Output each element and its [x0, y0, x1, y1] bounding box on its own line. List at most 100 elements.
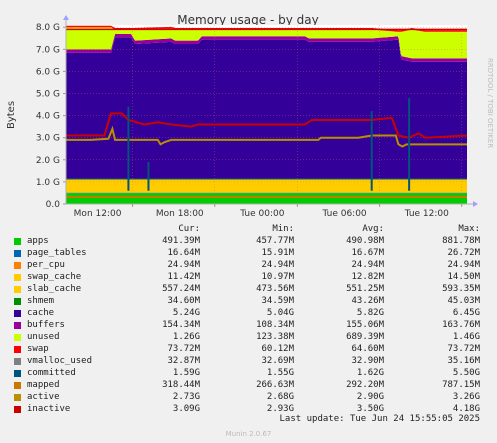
- area-buffers: [66, 34, 467, 62]
- legend-cur: 154.34M: [162, 320, 200, 330]
- legend-min: 2.68G: [266, 392, 294, 402]
- legend-label: mapped: [27, 380, 60, 390]
- legend-max: 593.35M: [442, 284, 480, 294]
- legend-min: 108.34M: [256, 320, 294, 330]
- legend-row-buffers: buffers 154.34M 108.34M 155.06M 163.76M: [12, 319, 492, 331]
- legend-swatch: [14, 346, 21, 353]
- area-apps: [66, 193, 467, 204]
- legend-swatch: [14, 298, 21, 305]
- last-update: Last update: Tue Jun 24 15:55:05 2025: [279, 414, 480, 424]
- legend-avg: 32.90M: [351, 356, 384, 366]
- rrdtool-credit: RRDTOOL / TOBI OETIKER: [486, 58, 494, 148]
- legend-row-committed: committed 1.59G 1.55G 1.62G 5.50G: [12, 367, 492, 379]
- memory-chart: Memory usage - by day RRDTOOL / TOBI OET…: [0, 0, 497, 218]
- y-tick-label: 6.0 G: [36, 67, 60, 77]
- legend-avg: 64.60M: [351, 344, 384, 354]
- legend-label: apps: [27, 236, 49, 246]
- legend-avg: 3.50G: [356, 404, 384, 414]
- legend-label: swap: [27, 344, 49, 354]
- legend-avg: 490.98M: [346, 236, 384, 246]
- legend-label: cache: [27, 308, 55, 318]
- legend-row-unused: unused 1.26G 123.38M 689.39M 1.46G: [12, 331, 492, 343]
- line-series: [66, 28, 468, 198]
- stacked-areas: [66, 25, 467, 204]
- legend-swatch: [14, 262, 21, 269]
- legend-cur: 24.94M: [167, 260, 200, 270]
- legend-avg: 16.67M: [351, 248, 384, 258]
- legend-min: 24.94M: [261, 260, 294, 270]
- legend-swatch: [14, 334, 21, 341]
- legend-max: 787.15M: [442, 380, 480, 390]
- x-tick-label: Mon 12:00: [74, 209, 122, 218]
- y-axis: 0.0 1.0 G 2.0 G 3.0 G 4.0 G 5.0 G 6.0 G 7.0 G 8.…: [36, 15, 69, 210]
- legend-min: 266.63M: [256, 380, 294, 390]
- area-shmem: [66, 178, 467, 180]
- legend-swatch: [14, 382, 21, 389]
- legend-avg: 155.06M: [346, 320, 384, 330]
- legend-row-shmem: shmem 34.60M 34.59M 43.26M 45.03M: [12, 295, 492, 307]
- gridlines: [66, 25, 467, 204]
- legend-label: vmalloc_used: [27, 356, 93, 366]
- y-tick-label: 0.0: [46, 200, 61, 210]
- legend-label: page_tables: [27, 248, 87, 258]
- x-axis: Mon 12:00 Mon 18:00 Tue 00:00 Tue 06:00 Tue …: [66, 201, 478, 218]
- x-axis-arrow: [473, 201, 478, 207]
- area-slab-cache: [66, 179, 467, 193]
- legend-max: 6.45G: [452, 308, 480, 318]
- legend-row-apps: apps 491.39M 457.77M 490.98M 881.78M: [12, 235, 492, 247]
- legend-cur: 5.24G: [172, 308, 200, 318]
- legend-max: 45.03M: [447, 296, 480, 306]
- legend-min: 457.77M: [256, 236, 294, 246]
- legend-min: 123.38M: [256, 332, 294, 342]
- legend-avg: 1.62G: [356, 368, 384, 378]
- legend-min: 32.69M: [261, 356, 294, 366]
- legend-cur: 3.09G: [172, 404, 200, 414]
- legend-label: per_cpu: [27, 260, 65, 270]
- legend-swatch: [14, 406, 21, 413]
- y-tick-label: 2.0 G: [36, 156, 60, 166]
- header-cur: Cur:: [178, 224, 200, 234]
- legend-label: swap_cache: [27, 272, 82, 282]
- legend-label: committed: [27, 368, 76, 378]
- legend-row-slab-cache: slab_cache 557.24M 473.56M 551.25M 593.35M: [12, 283, 492, 295]
- legend-label: active: [27, 392, 60, 402]
- legend-label: shmem: [27, 296, 55, 306]
- legend-min: 10.97M: [261, 272, 294, 282]
- munin-version: Munin 2.0.67: [225, 430, 272, 438]
- legend-avg: 24.94M: [351, 260, 384, 270]
- legend-cur: 11.42M: [167, 272, 200, 282]
- y-tick-label: 7.0 G: [36, 45, 60, 55]
- legend-swatch: [14, 250, 21, 257]
- legend-label: inactive: [27, 404, 71, 414]
- legend-max: 1.46G: [452, 332, 480, 342]
- legend-max: 4.18G: [452, 404, 480, 414]
- legend-swatch: [14, 322, 21, 329]
- y-tick-label: 4.0 G: [36, 112, 60, 122]
- legend-max: 5.50G: [452, 368, 480, 378]
- y-tick-label: 5.0 G: [36, 90, 60, 100]
- legend-avg: 292.20M: [346, 380, 384, 390]
- y-tick-label: 8.0 G: [36, 23, 60, 33]
- legend-swatch: [14, 394, 21, 401]
- y-tick-label: 3.0 G: [36, 134, 60, 144]
- legend-swatch: [14, 358, 21, 365]
- line-active: [66, 125, 467, 148]
- legend-min: 473.56M: [256, 284, 294, 294]
- legend-avg: 689.39M: [346, 332, 384, 342]
- legend-max: 881.78M: [442, 236, 480, 246]
- legend-cur: 1.26G: [172, 332, 200, 342]
- area-per-cpu: [66, 192, 467, 193]
- header-avg: Avg:: [362, 224, 384, 234]
- legend-min: 1.55G: [266, 368, 294, 378]
- legend-swatch: [14, 286, 21, 293]
- y-tick-label: 1.0 G: [36, 178, 60, 188]
- legend-avg: 5.82G: [356, 308, 384, 318]
- chart-title: Memory usage - by day: [177, 13, 318, 27]
- legend-max: 163.76M: [442, 320, 480, 330]
- legend-cur: 557.24M: [162, 284, 200, 294]
- x-tick-label: Tue 12:00: [404, 209, 449, 218]
- legend-max: 26.72M: [447, 248, 480, 258]
- legend-row-active: active 2.73G 2.68G 2.90G 3.26G: [12, 391, 492, 403]
- legend-cur: 32.87M: [167, 356, 200, 366]
- legend-min: 2.93G: [266, 404, 294, 414]
